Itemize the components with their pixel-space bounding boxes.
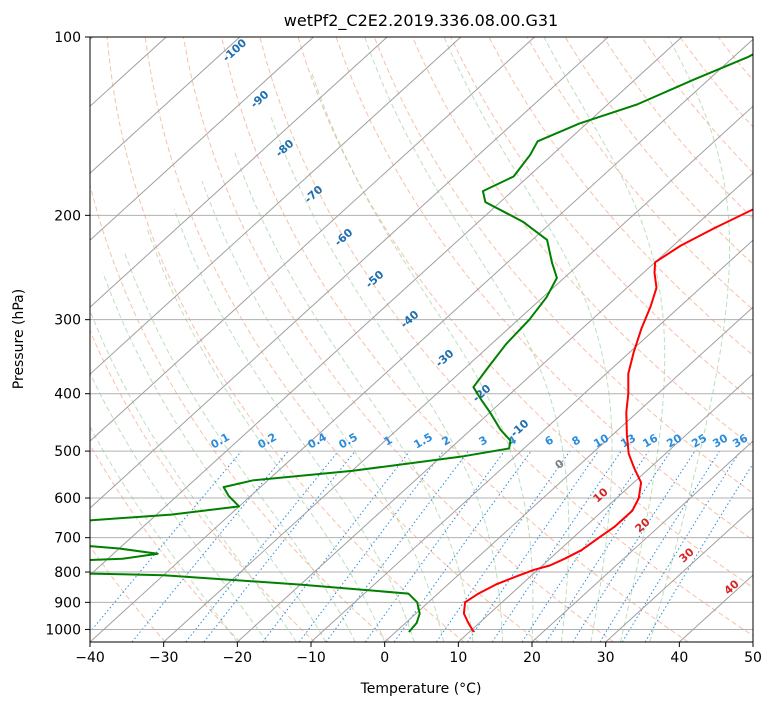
isotherm xyxy=(90,37,314,241)
isotherm xyxy=(90,37,241,174)
moist-adiabat xyxy=(543,37,666,642)
isotherm xyxy=(310,239,753,642)
x-tick-label: 0 xyxy=(380,650,389,666)
isotherm xyxy=(531,440,753,642)
dry-adiabat xyxy=(182,37,614,642)
x-tick-label: −10 xyxy=(296,650,326,666)
x-axis-ticks: −40 −30 −20 −10 0 10 20 30 40 50 xyxy=(75,642,762,666)
pressure-gridlines xyxy=(90,37,753,630)
dry-adiabat xyxy=(488,37,753,356)
isotherm xyxy=(90,38,753,642)
moist-adiabat xyxy=(443,37,613,642)
y-tick-label: 700 xyxy=(54,531,81,547)
dry-adiabat xyxy=(297,37,753,589)
mixing-ratio-line xyxy=(325,450,469,642)
mixing-ratio-line xyxy=(90,450,242,633)
y-tick-label: 600 xyxy=(54,491,81,507)
moist-adiabat xyxy=(123,251,356,642)
isotherm xyxy=(90,37,609,509)
dewpoint-line xyxy=(90,53,753,633)
temperature-line xyxy=(462,208,753,633)
moist-adiabat xyxy=(364,37,570,642)
mixing-ratio-line xyxy=(435,450,571,642)
moist-adiabat xyxy=(269,114,503,642)
isotherm xyxy=(90,37,535,442)
y-tick-label: 500 xyxy=(54,444,81,460)
mixing-ratio-line xyxy=(521,450,650,642)
x-axis-label: Temperature (°C) xyxy=(360,681,482,697)
mixing-ratio-line xyxy=(572,450,696,642)
moist-adiabat xyxy=(90,309,297,642)
dry-adiabat xyxy=(90,329,316,642)
mixing-ratio-line xyxy=(131,450,289,642)
x-tick-label: −30 xyxy=(149,650,179,666)
x-tick-label: −20 xyxy=(223,650,253,666)
dry-adiabat xyxy=(412,37,753,448)
y-tick-label: 800 xyxy=(54,565,81,581)
dry-adiabat xyxy=(526,37,753,311)
x-tick-label: 30 xyxy=(597,650,615,666)
isotherm xyxy=(605,507,753,642)
mixing-ratio-line xyxy=(298,450,444,642)
x-tick-label: 20 xyxy=(523,650,541,666)
moist-adiabat xyxy=(90,371,268,642)
chart-title: wetPf2_C2E2.2019.336.08.00.G31 xyxy=(284,11,558,31)
y-tick-label: 300 xyxy=(54,313,81,329)
background-lines xyxy=(90,37,753,642)
profile-lines xyxy=(90,53,753,633)
isotherms xyxy=(90,37,753,642)
x-tick-label: 50 xyxy=(744,650,762,666)
y-tick-label: 100 xyxy=(54,30,81,46)
isotherm xyxy=(90,37,462,375)
moist-adiabat xyxy=(173,208,415,642)
mixing-ratio-line xyxy=(545,450,672,642)
dry-adiabat xyxy=(90,443,241,642)
isotherm xyxy=(384,306,753,642)
moist-adiabat xyxy=(649,37,730,642)
isotherm xyxy=(163,105,753,642)
isotherm xyxy=(90,37,683,576)
y-tick-label: 900 xyxy=(54,595,81,611)
mixing-ratio-line xyxy=(491,450,622,642)
mixing-ratio-line xyxy=(467,450,599,642)
moist-adiabat xyxy=(102,272,327,642)
moist-adiabat xyxy=(311,72,534,642)
isotherm xyxy=(90,37,388,308)
mixing-ratio-line xyxy=(644,462,753,642)
x-tick-label: −40 xyxy=(75,650,105,666)
mixing-ratio-line xyxy=(203,450,356,642)
isotherm xyxy=(457,373,753,642)
x-tick-label: 10 xyxy=(449,650,467,666)
plot-frame xyxy=(89,36,754,643)
mixing-ratio-line xyxy=(185,450,339,642)
mixing-ratio-line xyxy=(364,450,505,642)
y-tick-label: 1000 xyxy=(45,622,81,638)
y-axis-label: Pressure (hPa) xyxy=(11,289,27,389)
dry-adiabat xyxy=(144,37,540,642)
isotherm xyxy=(236,172,753,642)
moist-adiabat xyxy=(146,227,386,642)
dry-adiabat xyxy=(221,37,689,642)
y-axis-ticks: 100 200 300 400 500 600 700 800 900 1000 xyxy=(45,30,90,638)
mixing-ratio-line xyxy=(621,450,741,642)
y-tick-label: 400 xyxy=(54,387,81,403)
y-tick-label: 200 xyxy=(54,208,81,224)
moist-adiabat xyxy=(90,425,238,642)
x-tick-label: 40 xyxy=(670,650,688,666)
dry-adiabat xyxy=(373,37,753,494)
